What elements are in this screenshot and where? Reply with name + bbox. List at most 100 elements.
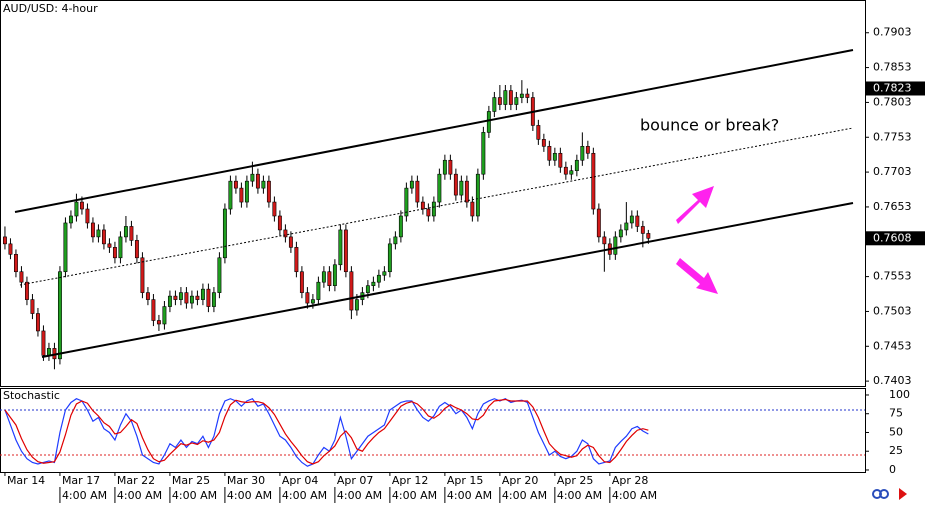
x-tick-label: Mar 25 xyxy=(172,474,210,487)
candle-body xyxy=(541,139,546,147)
y-tick-label: 0.7903 xyxy=(873,26,912,39)
candle-body xyxy=(79,201,84,210)
candle-body xyxy=(13,254,18,273)
x-tick-label: Mar 14 xyxy=(7,474,45,487)
candle-body xyxy=(640,226,645,234)
candle-body xyxy=(178,292,183,300)
candle-body xyxy=(404,187,409,217)
candle-body xyxy=(140,257,145,293)
candle-body xyxy=(310,299,315,304)
candle-body xyxy=(365,285,370,293)
y-tick-label: 25 xyxy=(889,444,903,457)
y-tick-label: 0.7403 xyxy=(873,374,912,387)
candle-body xyxy=(459,180,464,196)
candle-body xyxy=(299,271,304,293)
x-tick-label: 4:00 AM xyxy=(612,489,657,502)
candle-body xyxy=(233,180,238,189)
candle-body xyxy=(321,271,326,283)
candle-body xyxy=(525,93,530,98)
candle-body xyxy=(68,215,73,224)
candle-body xyxy=(217,257,222,293)
candle-body xyxy=(250,173,255,182)
y-tick-label: 0.7753 xyxy=(873,130,912,143)
x-tick-label: 4:00 AM xyxy=(392,489,437,502)
candle-body xyxy=(305,292,310,304)
candle-body xyxy=(30,299,35,314)
candle-body xyxy=(618,229,623,238)
main-frame xyxy=(0,0,866,387)
x-tick-label: 4:00 AM xyxy=(172,489,217,502)
candle-body xyxy=(354,299,359,311)
candle-body xyxy=(222,208,227,259)
candle-body xyxy=(151,299,156,321)
price-marker-label: 0.7823 xyxy=(873,81,912,94)
y-tick-label: 75 xyxy=(889,407,903,420)
candle-body xyxy=(189,295,194,304)
candle-body xyxy=(376,274,381,283)
candle-body xyxy=(316,281,321,300)
candle-body xyxy=(46,348,51,356)
candle-body xyxy=(244,180,249,203)
candle-body xyxy=(415,180,420,203)
candle-body xyxy=(134,240,139,259)
x-tick-label: Mar 30 xyxy=(227,474,265,487)
candle-body xyxy=(596,208,601,238)
candle-body xyxy=(574,159,579,172)
price-marker xyxy=(866,81,925,96)
candle-body xyxy=(475,173,480,217)
arrow-up xyxy=(676,186,714,224)
candle-body xyxy=(107,243,112,248)
x-tick-label: Apr 25 xyxy=(557,474,594,487)
candle-body xyxy=(508,90,513,105)
candle-body xyxy=(453,173,458,196)
arrow-down xyxy=(676,258,718,294)
candle-body xyxy=(123,226,128,238)
x-tick-label: 4:00 AM xyxy=(117,489,162,502)
candle-body xyxy=(332,264,337,286)
x-tick-label: Mar 17 xyxy=(62,474,100,487)
x-tick-label: Apr 04 xyxy=(282,474,319,487)
candle-body xyxy=(349,271,354,311)
price-marker xyxy=(866,231,925,246)
candle-body xyxy=(8,243,13,255)
candle-body xyxy=(497,97,502,105)
candle-body xyxy=(277,215,282,231)
candle-body xyxy=(420,201,425,210)
candle-body xyxy=(398,215,403,238)
x-tick-label: 4:00 AM xyxy=(62,489,107,502)
candle-body xyxy=(613,236,618,255)
x-tick-label: 4:00 AM xyxy=(502,489,547,502)
candle-body xyxy=(156,320,161,325)
channel-upper xyxy=(14,49,854,213)
candle-body xyxy=(85,208,90,224)
candle-body xyxy=(173,295,178,300)
candle-body xyxy=(382,271,387,276)
candle-body xyxy=(393,236,398,245)
candle-body xyxy=(90,222,95,238)
x-tick-label: 4:00 AM xyxy=(337,489,382,502)
candle-body xyxy=(63,222,68,273)
candle-body xyxy=(629,215,634,224)
candle-body xyxy=(167,295,172,307)
candle-body xyxy=(129,226,134,241)
x-tick-label: Apr 07 xyxy=(337,474,374,487)
x-tick-label: 4:00 AM xyxy=(282,489,327,502)
stochastic-line xyxy=(4,398,649,465)
candle-body xyxy=(74,201,79,217)
candle-body xyxy=(24,281,29,300)
candle-body xyxy=(211,292,216,307)
footer-icon xyxy=(872,488,907,500)
x-tick-label: 4:00 AM xyxy=(557,489,602,502)
candle-body xyxy=(338,229,343,266)
candle-body xyxy=(569,170,574,175)
candle-body xyxy=(409,180,414,189)
candle-body xyxy=(464,180,469,203)
candle-body xyxy=(228,180,233,210)
candle-body xyxy=(112,247,117,259)
candle-body xyxy=(426,208,431,217)
candle-body xyxy=(591,152,596,210)
y-tick-label: 50 xyxy=(889,425,903,438)
candle-body xyxy=(57,271,62,360)
